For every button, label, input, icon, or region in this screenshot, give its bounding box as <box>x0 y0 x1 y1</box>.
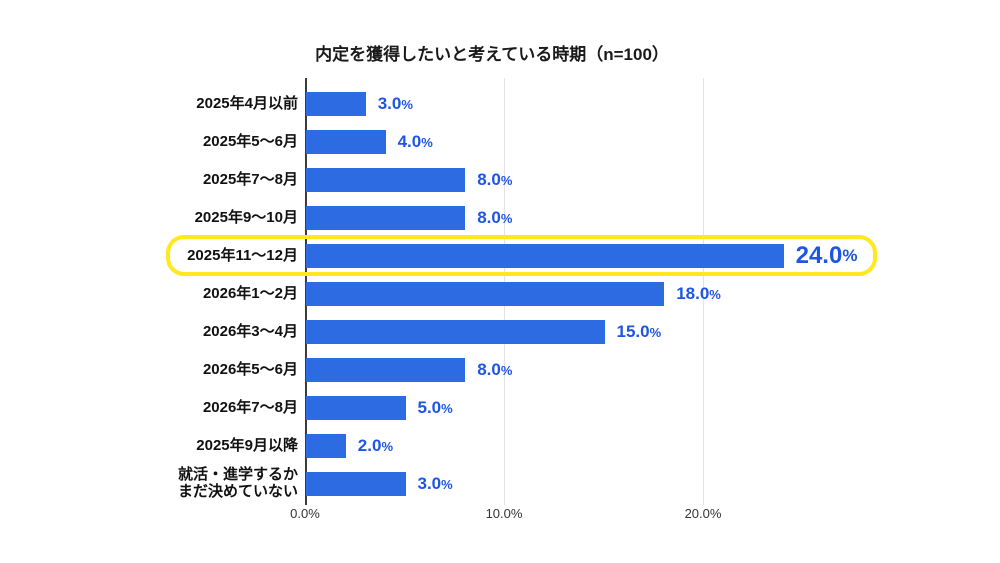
bar <box>306 206 466 230</box>
percent-sign: % <box>500 172 513 188</box>
bar <box>306 434 346 458</box>
percent-sign: % <box>649 324 662 340</box>
percent-sign: % <box>842 246 858 265</box>
value-label: 4.0% <box>398 123 433 161</box>
category-label: 2026年3〜4月 <box>202 322 298 340</box>
category-label: 2026年7〜8月 <box>202 398 298 416</box>
value-label: 15.0% <box>617 313 662 351</box>
bar-row: 2025年9月以降 2.0% <box>0 427 1000 465</box>
bar-row: 2025年9〜10月 8.0% <box>0 199 1000 237</box>
value-number: 8.0 <box>477 208 501 227</box>
bar-row: 2025年5〜6月 4.0% <box>0 123 1000 161</box>
bar-row: 2026年5〜6月 8.0% <box>0 351 1000 389</box>
value-number: 3.0 <box>377 94 402 113</box>
percent-sign: % <box>401 96 413 112</box>
x-tick-label: 10.0% <box>485 506 523 521</box>
percent-sign: % <box>441 400 453 416</box>
percent-sign: % <box>500 210 513 226</box>
value-number: 4.0 <box>397 132 422 151</box>
bar <box>306 472 406 496</box>
bar <box>306 396 406 420</box>
category-label: 2025年7〜8月 <box>202 170 298 188</box>
category-label: 2025年4月以前 <box>196 94 298 112</box>
value-label: 18.0% <box>676 275 721 313</box>
bar-row: 2026年3〜4月 15.0% <box>0 313 1000 351</box>
percent-sign: % <box>709 286 721 302</box>
percent-sign: % <box>500 362 513 378</box>
value-number: 3.0 <box>417 474 442 493</box>
value-label: 8.0% <box>477 161 512 199</box>
x-tick-label: 0.0% <box>290 506 320 521</box>
percent-sign: % <box>421 134 433 150</box>
bar <box>306 320 605 344</box>
bar <box>306 92 366 116</box>
value-number: 24.0 <box>795 242 843 269</box>
value-number: 8.0 <box>477 170 501 189</box>
category-label: 2026年1〜2月 <box>202 284 298 302</box>
category-label: 2025年9月以降 <box>196 436 298 454</box>
value-label: 3.0% <box>418 465 453 503</box>
bar <box>306 130 386 154</box>
x-tick-label: 20.0% <box>684 506 722 521</box>
bar <box>306 168 466 192</box>
category-label: 2025年9〜10月 <box>194 208 298 226</box>
value-number: 8.0 <box>477 360 501 379</box>
value-number: 15.0 <box>616 322 650 341</box>
value-label: 8.0% <box>477 351 512 389</box>
value-label: 5.0% <box>418 389 453 427</box>
value-number: 5.0 <box>417 398 442 417</box>
bar-row: 2025年11〜12月 24.0% <box>0 237 1000 275</box>
bar <box>306 358 466 382</box>
bar-row: 就活・進学するか まだ決めていない 3.0% <box>0 465 1000 503</box>
category-label: 2025年11〜12月 <box>187 246 298 264</box>
percent-sign: % <box>441 476 453 492</box>
value-label: 2.0% <box>358 427 393 465</box>
bar <box>306 282 665 306</box>
category-label: 就活・進学するか まだ決めていない <box>177 466 298 500</box>
bar-row: 2026年1〜2月 18.0% <box>0 275 1000 313</box>
value-number: 2.0 <box>357 436 382 455</box>
gridline <box>703 78 704 505</box>
value-number: 18.0 <box>676 284 710 303</box>
bar-row: 2025年7〜8月 8.0% <box>0 161 1000 199</box>
chart-title: 内定を獲得したいと考えている時期（n=100） <box>315 45 669 64</box>
percent-sign: % <box>381 438 393 454</box>
category-label: 2025年5〜6月 <box>202 132 298 150</box>
value-label: 3.0% <box>378 85 413 123</box>
value-label: 8.0% <box>477 199 512 237</box>
bar <box>306 244 784 268</box>
bar-row: 2026年7〜8月 5.0% <box>0 389 1000 427</box>
value-label: 24.0% <box>796 237 858 275</box>
category-label: 2026年5〜6月 <box>202 360 298 378</box>
bar-row: 2025年4月以前 3.0% <box>0 85 1000 123</box>
